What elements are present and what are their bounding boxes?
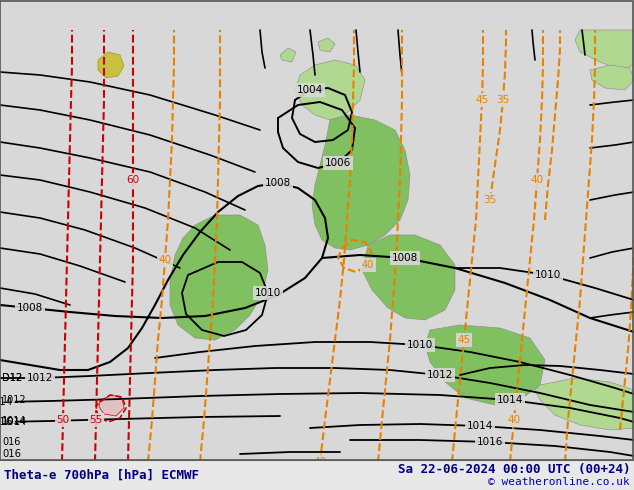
Text: 1008: 1008 [265, 178, 291, 188]
Polygon shape [535, 378, 634, 430]
Text: 1014: 1014 [467, 421, 493, 431]
Polygon shape [280, 48, 296, 62]
Polygon shape [170, 215, 268, 340]
Text: 1016: 1016 [0, 417, 13, 427]
Text: D12: D12 [2, 373, 22, 383]
Polygon shape [98, 52, 124, 78]
Text: 1008: 1008 [392, 253, 418, 263]
Text: 35: 35 [496, 95, 510, 105]
Text: 1008: 1008 [17, 303, 43, 313]
Text: D12: D12 [2, 373, 22, 383]
Text: 40: 40 [507, 415, 521, 425]
Text: Theta-e 700hPa [hPa] ECMWF: Theta-e 700hPa [hPa] ECMWF [4, 468, 199, 482]
Text: 60: 60 [126, 175, 139, 185]
Text: © weatheronline.co.uk: © weatheronline.co.uk [488, 477, 630, 487]
Polygon shape [318, 38, 335, 52]
Text: 1014: 1014 [0, 397, 13, 407]
Text: 45: 45 [476, 95, 489, 105]
Polygon shape [425, 325, 545, 405]
Polygon shape [295, 60, 365, 120]
Text: 1016: 1016 [477, 437, 503, 447]
Text: 1014: 1014 [497, 395, 523, 405]
Text: 55: 55 [89, 415, 103, 425]
Text: 016: 016 [2, 449, 21, 459]
Text: 1010: 1010 [535, 270, 561, 280]
Text: 1006: 1006 [325, 158, 351, 168]
Text: 1014: 1014 [2, 417, 27, 427]
Text: 016: 016 [2, 437, 20, 447]
Text: 35: 35 [483, 195, 496, 205]
Text: 1004: 1004 [297, 85, 323, 95]
Polygon shape [362, 235, 455, 320]
Text: 40: 40 [313, 457, 327, 467]
Text: 45: 45 [457, 335, 470, 345]
Text: 40: 40 [362, 260, 374, 270]
Polygon shape [575, 30, 634, 70]
Polygon shape [99, 395, 124, 416]
Text: 1014: 1014 [2, 416, 27, 426]
Text: 40: 40 [531, 175, 543, 185]
Text: Sa 22-06-2024 00:00 UTC (00+24): Sa 22-06-2024 00:00 UTC (00+24) [398, 463, 630, 475]
Polygon shape [312, 115, 410, 250]
Text: 1012: 1012 [2, 395, 27, 405]
Text: 1012: 1012 [427, 370, 453, 380]
Text: 1012: 1012 [27, 373, 53, 383]
Text: 40: 40 [158, 255, 172, 265]
Text: 1010: 1010 [407, 340, 433, 350]
Bar [0, 460, 634, 490]
Text: 50: 50 [56, 415, 70, 425]
Polygon shape [590, 65, 634, 90]
Text: 1010: 1010 [255, 288, 281, 298]
